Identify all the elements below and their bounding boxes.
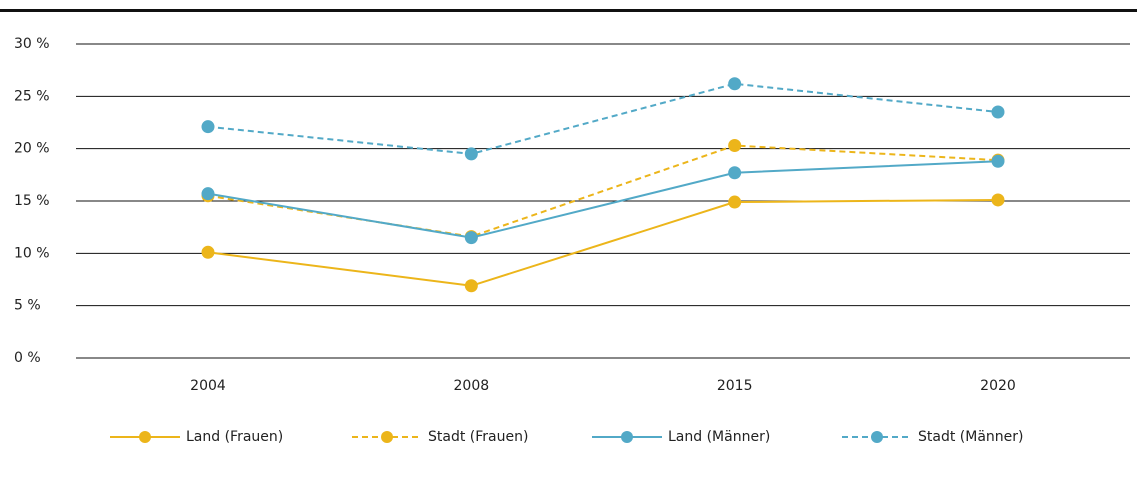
y-tick-label: 25 % xyxy=(14,88,50,104)
legend-marker xyxy=(381,431,393,443)
data-point xyxy=(728,195,742,209)
legend-label: Land (Frauen) xyxy=(186,429,283,445)
data-point xyxy=(728,139,742,153)
y-tick-label: 10 % xyxy=(14,245,50,261)
legend-marker xyxy=(871,431,883,443)
data-point xyxy=(201,120,215,134)
data-point xyxy=(201,245,215,259)
legend-marker xyxy=(621,431,633,443)
data-point xyxy=(728,166,742,180)
x-tick-label: 2008 xyxy=(454,378,490,394)
data-point xyxy=(464,147,478,161)
legend-label: Stadt (Frauen) xyxy=(428,429,528,445)
x-tick-label: 2004 xyxy=(190,378,226,394)
data-point xyxy=(991,154,1005,168)
top-rule xyxy=(0,9,1137,12)
y-tick-label: 15 % xyxy=(14,193,50,209)
y-tick-label: 20 % xyxy=(14,141,50,157)
data-point xyxy=(201,187,215,201)
series-line xyxy=(207,198,999,287)
data-point xyxy=(728,77,742,91)
data-point xyxy=(991,105,1005,119)
legend-label: Land (Männer) xyxy=(668,429,770,445)
data-point xyxy=(991,193,1005,207)
y-tick-label: 0 % xyxy=(14,350,41,366)
x-tick-label: 2015 xyxy=(717,378,753,394)
legend-label: Stadt (Männer) xyxy=(918,429,1023,445)
y-tick-label: 30 % xyxy=(14,36,50,52)
data-point xyxy=(464,231,478,245)
x-tick-label: 2020 xyxy=(980,378,1016,394)
series-line xyxy=(207,82,999,155)
data-point xyxy=(464,279,478,293)
series-line xyxy=(207,144,999,238)
y-tick-label: 5 % xyxy=(14,298,41,314)
series-line xyxy=(207,160,999,239)
legend-marker xyxy=(139,431,151,443)
